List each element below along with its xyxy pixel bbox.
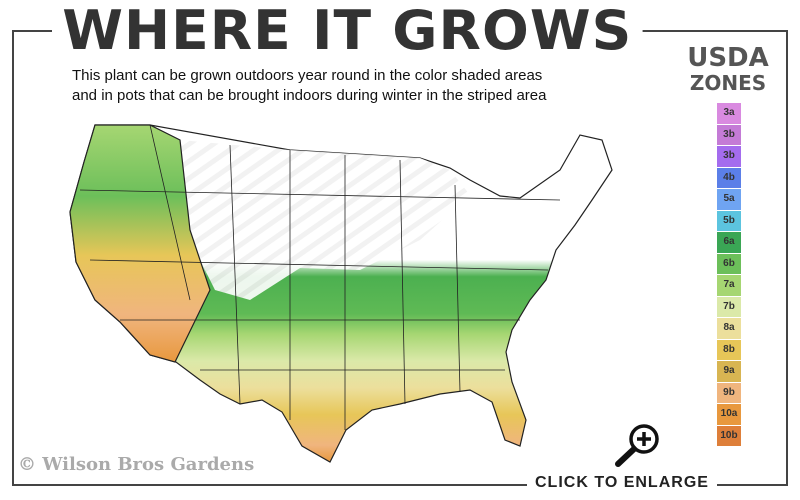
legend-zone-7a: 7a xyxy=(717,275,741,296)
legend-zone-7b: 7b xyxy=(717,296,741,317)
us-map-shape xyxy=(69,124,613,463)
legend-zone-6a: 6a xyxy=(717,232,741,253)
click-to-enlarge-button[interactable]: CLICK TO ENLARGE xyxy=(527,474,717,492)
legend-zone-5b: 5b xyxy=(717,210,741,231)
legend-zone-3b: 3b xyxy=(717,124,741,145)
legend-zone-9b: 9b xyxy=(717,382,741,403)
zone-legend: 3a 3b 3b 4b 5a 5b 6a 6b 7a 7b 8a 8b 9a 9b 10a 10b xyxy=(717,103,741,447)
legend-zone-10a: 10a xyxy=(717,404,741,425)
legend-zone-10b: 10b xyxy=(717,425,741,446)
legend-zone-5a: 5a xyxy=(717,189,741,210)
legend-zone-9a: 9a xyxy=(717,361,741,382)
legend-zone-3a: 3a xyxy=(717,103,741,124)
legend-zone-3b: 3b xyxy=(717,146,741,167)
legend-zone-6b: 6b xyxy=(717,253,741,274)
zoom-in-magnifier-icon[interactable] xyxy=(610,422,666,468)
copyright-watermark: © Wilson Bros Gardens xyxy=(18,454,255,475)
legend-title-zones: ZONES xyxy=(689,71,767,95)
legend-zone-4b: 4b xyxy=(717,167,741,188)
legend-zone-8a: 8a xyxy=(717,318,741,339)
subtitle-line-1: This plant can be grown outdoors year ro… xyxy=(72,67,543,84)
legend-title-usda: USDA xyxy=(687,43,769,73)
subtitle: This plant can be grown outdoors year ro… xyxy=(72,66,546,106)
legend-zone-8b: 8b xyxy=(717,339,741,360)
page-title: WHERE IT GROWS xyxy=(52,2,643,60)
subtitle-line-2: and in pots that can be brought indoors … xyxy=(72,87,547,104)
legend-title: USDA ZONES xyxy=(678,44,778,94)
